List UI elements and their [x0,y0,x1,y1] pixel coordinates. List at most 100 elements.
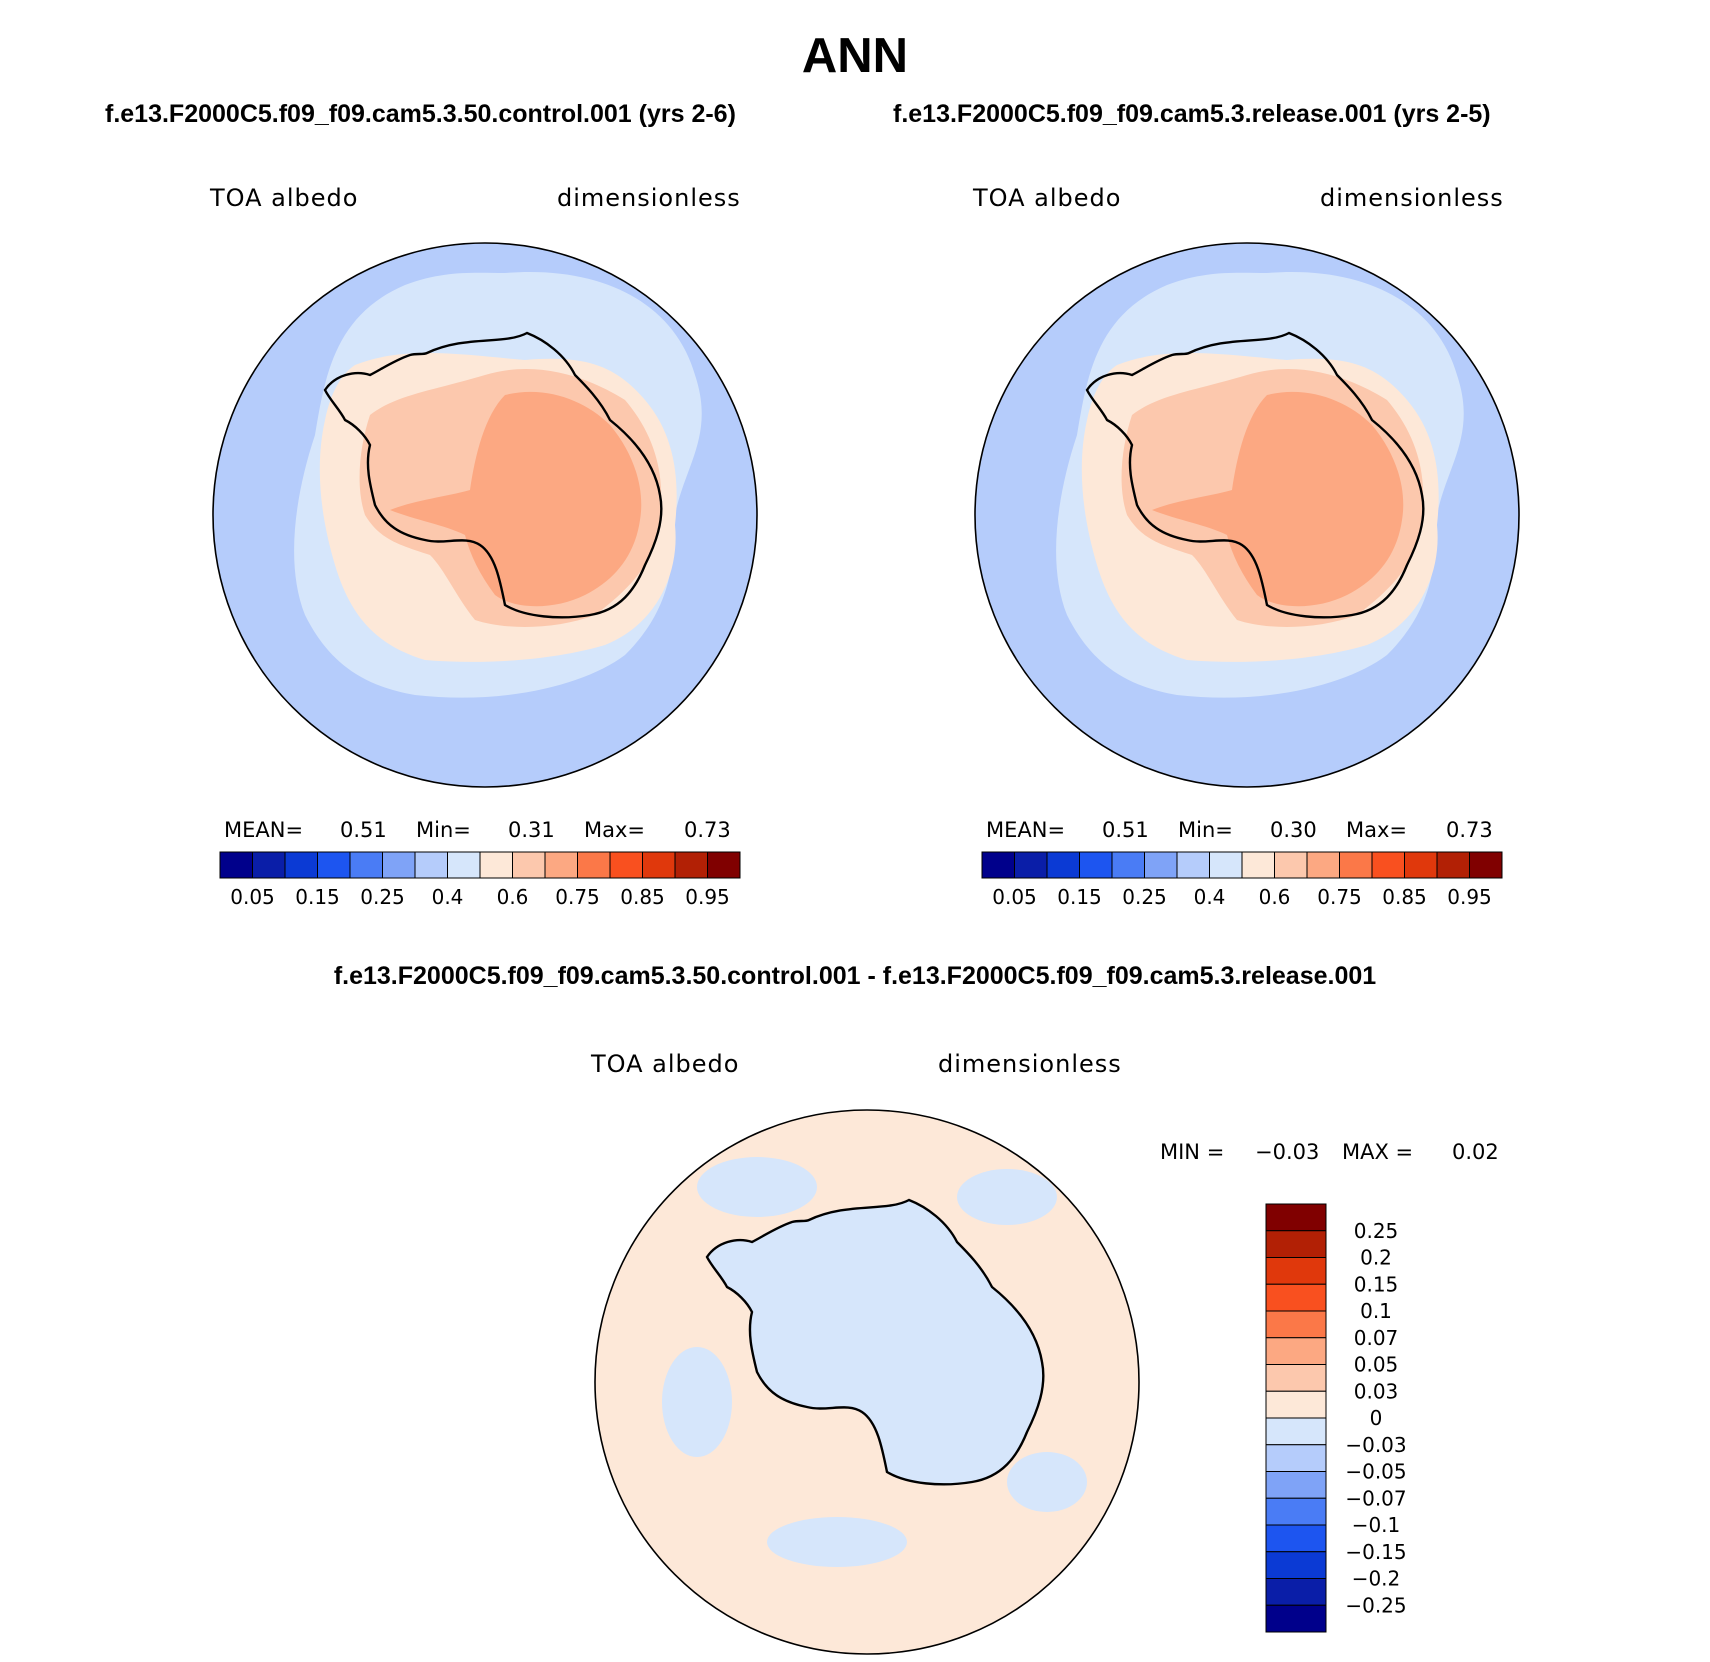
panel2-min-value: 0.30 [1270,818,1317,842]
panel1-mean-value: 0.51 [340,818,387,842]
panel2-colorbar-box [1014,851,1048,879]
panel1-colorbar-box [414,851,448,879]
panel2-colorbar-box [1176,851,1210,879]
panel1-colorbar: 0.05 0.15 0.25 0.4 0.6 0.75 0.85 0.95 [219,851,741,909]
panel2-colorbar-box [981,851,1015,879]
panel1-max-label: Max= [584,818,646,842]
panel2-plateau [1152,391,1404,607]
panel2-colorbar-box [1079,851,1113,879]
panel3-colorbar-tick-label: 0.03 [1354,1379,1399,1403]
panel1-colorbar-tick-label: 0.75 [555,885,600,909]
panel3-colorbar-box [1265,1257,1327,1285]
panel3-colorbar-tick-label: 0.15 [1354,1272,1399,1296]
panel3-colorbar-box [1265,1524,1327,1553]
panel3-colorbar-box [1265,1203,1327,1232]
panel2-colorbar-box [1469,851,1503,879]
panel1-colorbar-box [674,851,708,879]
panel2-colorbar-tick-label: 0.15 [1057,885,1102,909]
panel1-colorbar-box [544,851,578,879]
panel2-colorbar-box [1404,851,1438,879]
panel3-polar-map [594,1109,1140,1655]
panel1-colorbar-box [219,851,253,879]
panel1-mean-label: MEAN= [224,818,304,842]
panel3-negative-patch [1007,1452,1087,1512]
panel3-colorbar-tick-label: −0.07 [1345,1486,1406,1510]
panel1-colorbar-tick-label: 0.4 [432,885,464,909]
panel1-plateau [390,391,642,607]
panel2-mean-label: MEAN= [986,818,1066,842]
panel3-variable-label: TOA albedo [591,1050,740,1078]
panel1-colorbar-box [512,851,546,879]
panel2-colorbar-tick-label: 0.4 [1194,885,1226,909]
panel1-coastline [323,331,663,619]
panel1-max-value: 0.73 [684,818,731,842]
panel2-colorbar-box [1436,851,1470,879]
panel1-variable-label: TOA albedo [210,184,359,212]
panel1-colorbar-tick-label: 0.25 [360,885,405,909]
panel1-colorbar-box [284,851,318,879]
panel1-polar-map [212,242,758,788]
panel1-colorbar-box [447,851,481,879]
panel2-max-label: Max= [1346,818,1408,842]
right-run-title: f.e13.F2000C5.f09_f09.cam5.3.release.001… [893,100,1491,128]
panel3-colorbar-tick-label: 0.07 [1354,1326,1399,1350]
panel2-colorbar: 0.05 0.15 0.25 0.4 0.6 0.75 0.85 0.95 [981,851,1503,909]
panel3-colorbar-box [1265,1310,1327,1339]
panel3-colorbar-tick-label: −0.15 [1345,1540,1406,1564]
panel3-negative-region [707,1200,1044,1485]
panel1-colorbar-box [707,851,741,879]
panel2-coastline [1085,331,1425,619]
panel1-map-border [212,242,758,788]
panel3-coastline [705,1198,1045,1486]
panel2-colorbar-box [1339,851,1373,879]
panel3-units-label: dimensionless [938,1050,1122,1078]
panel1-colorbar-tick-label: 0.95 [685,885,730,909]
panel3-colorbar-tick-label: 0 [1370,1406,1383,1430]
panel1-colorbar-tick-label: 0.05 [230,885,275,909]
panel2-colorbar-box [1274,851,1308,879]
panel2-colorbar-tick-label: 0.75 [1317,885,1362,909]
panel2-colorbar-box [1209,851,1243,879]
panel2-colorbar-tick-label: 0.85 [1382,885,1427,909]
panel3-negative-patch [697,1157,817,1217]
panel3-colorbar-box [1265,1364,1327,1392]
panel1-min-label: Min= [416,818,471,842]
panel1-colorbar-box [349,851,383,879]
panel2-mean-value: 0.51 [1102,818,1149,842]
panel3-negative-patch [767,1517,907,1567]
panel3-colorbar-box [1265,1417,1327,1446]
panel3-max-value: 0.02 [1452,1140,1499,1164]
panel3-colorbar-box [1265,1604,1327,1633]
panel1-colorbar-box [317,851,351,879]
panel2-polar-map [974,242,1520,788]
panel1-colorbar-tick-label: 0.6 [497,885,529,909]
panel3-colorbar-tick-label: 0.1 [1360,1299,1392,1323]
panel2-max-value: 0.73 [1446,818,1493,842]
panel2-colorbar-tick-label: 0.6 [1259,885,1291,909]
left-run-title: f.e13.F2000C5.f09_f09.cam5.3.50.control.… [105,100,736,128]
panel2-colorbar-box [1241,851,1275,879]
figure-title: ANN [801,29,909,83]
panel3-colorbar-box [1265,1230,1327,1258]
panel3-colorbar-tick-label: −0.2 [1352,1567,1401,1591]
panel3-colorbar-tick-label: −0.03 [1345,1433,1406,1457]
panel2-colorbar-tick-label: 0.05 [992,885,1037,909]
panel2-colorbar-tick-label: 0.95 [1447,885,1492,909]
panel3-colorbar-box [1265,1551,1327,1579]
panel1-colorbar-tick-label: 0.15 [295,885,340,909]
panel1-colorbar-tick-label: 0.85 [620,885,665,909]
panel3-colorbar-box [1265,1578,1327,1606]
panel1-units-label: dimensionless [557,184,741,212]
panel3-colorbar-tick-label: −0.05 [1345,1460,1406,1484]
panel3-min-label: MIN = [1160,1140,1225,1164]
panel3-colorbar-box [1265,1444,1327,1472]
panel3-colorbar-tick-label: 0.05 [1354,1353,1399,1377]
panel3-negative-patch [662,1347,732,1457]
panel3-colorbar-box [1265,1390,1327,1419]
panel3-colorbar-box [1265,1283,1327,1312]
panel3-colorbar: 0.250.20.150.10.070.050.030−0.03−0.05−0.… [1265,1203,1407,1633]
panel3-colorbar-box [1265,1497,1327,1526]
panel1-colorbar-box [642,851,676,879]
panel3-max-label: MAX = [1342,1140,1414,1164]
panel1-colorbar-box [609,851,643,879]
